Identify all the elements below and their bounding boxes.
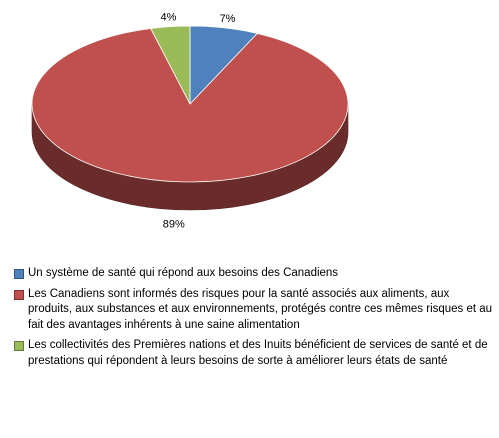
legend-label: Un système de santé qui répond aux besoi…: [28, 267, 339, 279]
slice-first-nations-inuit-value-label: 4%: [160, 12, 176, 24]
legend-swatch-green: [14, 341, 24, 351]
legend-swatch-red: [14, 289, 24, 300]
pie-chart: 7% 89% 4%: [31, 12, 349, 231]
slice-health-system-value-label: 7%: [220, 13, 236, 25]
legend-item-risk-information: Les Canadiens sont informés des risques …: [14, 287, 494, 334]
legend-item-health-system: Un système de santé qui répond aux besoi…: [14, 266, 494, 282]
legend-label: Les Canadiens sont informés des risques …: [28, 287, 493, 331]
legend: Un système de santé qui répond aux besoi…: [14, 266, 494, 374]
legend-label: Les collectivités des Premières nations …: [28, 339, 488, 367]
slice-risk-information: [31, 28, 349, 183]
slice-risk-information-value-label: 89%: [163, 219, 185, 231]
slice-first-nations-inuit: [150, 25, 191, 105]
legend-item-first-nations-inuit: Les collectivités des Premières nations …: [14, 338, 494, 369]
legend-swatch-blue: [14, 269, 24, 279]
